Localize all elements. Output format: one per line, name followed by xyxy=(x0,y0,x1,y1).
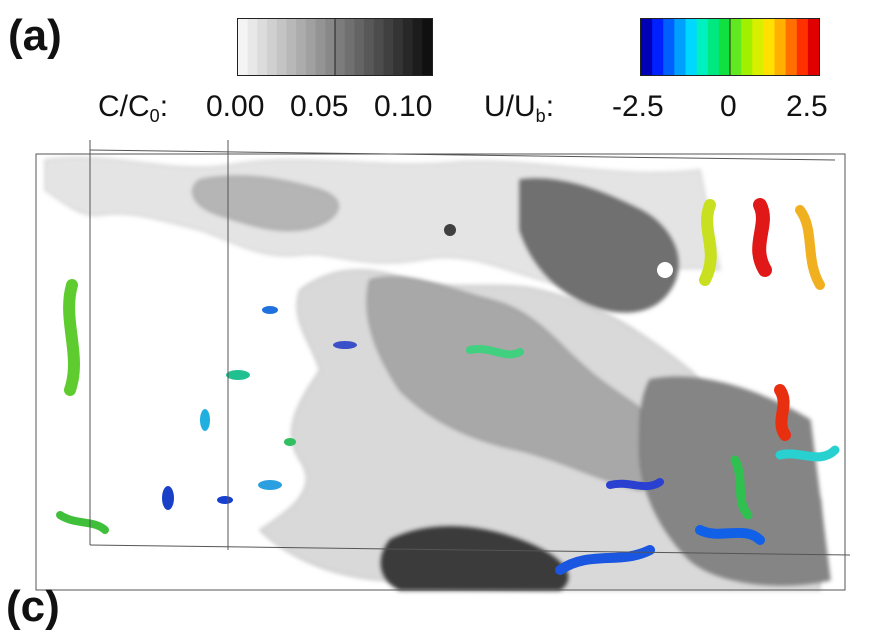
flow-visualization xyxy=(35,140,851,591)
vortex-blob-10 xyxy=(657,262,673,278)
concentration-colorbar-swatch xyxy=(422,19,432,75)
panel-label-c: (c) xyxy=(6,582,60,631)
plume-dark-upper xyxy=(519,178,679,313)
velocity-colorbar-swatch xyxy=(796,19,809,75)
velocity-colorbar-swatch xyxy=(674,19,686,75)
velocity-label-sub: b xyxy=(535,106,546,126)
velocity-colorbar-swatch xyxy=(652,19,664,75)
panel-label-a: (a) xyxy=(8,11,62,60)
velocity-colorbar-swatch xyxy=(707,19,720,75)
concentration-colorbar-swatch xyxy=(393,19,404,75)
velocity-colorbar-swatch xyxy=(696,19,709,75)
velocity-colorbar-swatch xyxy=(763,19,775,75)
concentration-colorbar-swatch xyxy=(325,19,336,75)
concentration-colorbar-swatch xyxy=(267,19,278,75)
concentration-colorbar-swatch xyxy=(335,19,346,75)
concentration-legend-label: C/C0: xyxy=(98,90,169,126)
concentration-colorbar-swatch xyxy=(315,19,326,75)
domain-bounding-box xyxy=(35,140,851,591)
velocity-colorbar-swatch xyxy=(807,19,819,75)
concentration-colorbar-swatch xyxy=(412,19,423,75)
velocity-colorbar-swatch xyxy=(641,19,653,75)
concentration-colorbar-swatch xyxy=(373,19,384,75)
vortex-blob-3 xyxy=(258,480,282,490)
velocity-colorbar-swatch xyxy=(785,19,798,75)
vortex-blob-4 xyxy=(162,486,174,510)
concentration-colorbar-swatch xyxy=(238,19,249,75)
vortex-blue-1 xyxy=(555,545,655,575)
concentration-label-main: C/C xyxy=(98,90,150,123)
concentration-colorbar xyxy=(237,18,433,76)
velocity-colorbar-swatch xyxy=(718,19,731,75)
velocity-colorbar-swatch xyxy=(663,19,675,75)
concentration-tick-2: 0.10 xyxy=(374,90,433,123)
vortex-blob-5 xyxy=(262,306,278,314)
velocity-label-suffix: : xyxy=(545,90,555,123)
velocity-tick-2: 2.5 xyxy=(786,90,828,123)
plume-darkest-bottom xyxy=(380,526,569,591)
concentration-label-suffix: : xyxy=(159,90,169,123)
concentration-colorbar-swatch xyxy=(247,19,258,75)
vortex-structures xyxy=(56,198,840,575)
velocity-legend-label: U/Ub: xyxy=(484,90,555,126)
concentration-colorbar-swatch xyxy=(296,19,307,75)
velocity-label-main: U/U xyxy=(484,90,536,123)
concentration-colorbar-swatch xyxy=(383,19,394,75)
concentration-colorbar-swatch xyxy=(402,19,414,75)
vortex-yellow-2 xyxy=(795,205,825,290)
vortex-blob-2 xyxy=(200,409,210,431)
vortex-blue-2 xyxy=(606,478,664,491)
vortex-green-right xyxy=(730,455,753,520)
vortex-blob-1 xyxy=(226,370,250,380)
concentration-colorbar-swatch xyxy=(276,19,287,75)
vortex-green-left-2 xyxy=(56,511,109,534)
concentration-tick-0: 0.00 xyxy=(206,90,265,123)
concentration-colorbar-swatch xyxy=(305,19,317,75)
velocity-tick-0: -2.5 xyxy=(612,90,664,123)
vortex-red-1 xyxy=(752,198,772,277)
vortex-red-2 xyxy=(774,384,791,441)
vortex-yellow-1 xyxy=(699,199,717,286)
velocity-colorbar-swatch xyxy=(752,19,764,75)
velocity-colorbar-swatch xyxy=(730,19,742,75)
vortex-blob-9 xyxy=(444,224,456,236)
concentration-colorbar-swatch xyxy=(286,19,297,75)
vortex-cyan-1 xyxy=(775,445,840,462)
velocity-colorbar-swatch xyxy=(774,19,787,75)
vortex-green-center xyxy=(466,344,524,359)
velocity-colorbar-swatch xyxy=(685,19,698,75)
plume-mid-gray-2 xyxy=(192,175,339,231)
vortex-blob-7 xyxy=(217,496,233,504)
concentration-colorbar-swatch xyxy=(257,19,268,75)
concentration-colorbar-swatch xyxy=(354,19,365,75)
vortex-blob-6 xyxy=(333,341,357,349)
concentration-label-sub: 0 xyxy=(149,106,160,126)
concentration-colorbar-swatch xyxy=(364,19,375,75)
velocity-colorbar xyxy=(640,18,820,76)
velocity-tick-1: 0 xyxy=(720,90,737,123)
velocity-colorbar-swatch xyxy=(741,19,753,75)
concentration-tick-1: 0.05 xyxy=(290,90,349,123)
vortex-blob-8 xyxy=(284,438,296,446)
vortex-green-left xyxy=(63,279,80,396)
vortex-blue-bottom xyxy=(695,525,765,545)
concentration-colorbar-swatch xyxy=(344,19,355,75)
concentration-isosurfaces xyxy=(44,157,831,591)
